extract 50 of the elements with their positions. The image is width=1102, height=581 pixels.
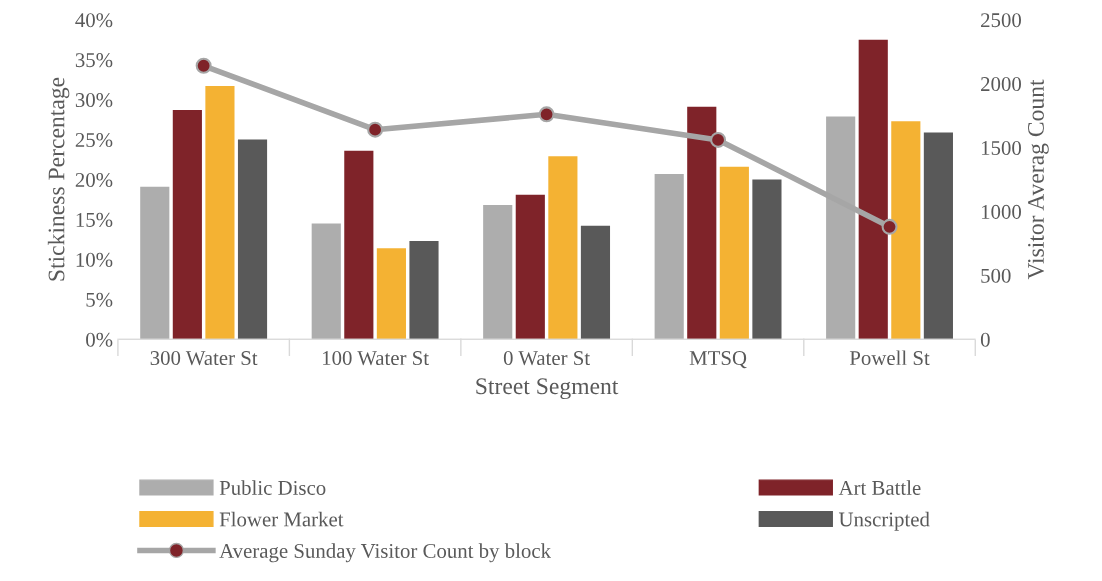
x-tick-label: 0 Water St xyxy=(503,351,590,366)
y2-tick-label: 1500 xyxy=(981,140,1021,156)
x-tick-label: 300 Water St xyxy=(150,351,258,366)
x-tick-label: 100 Water St xyxy=(323,351,429,366)
x-axis-title: Street Segment xyxy=(476,378,619,400)
point xyxy=(881,218,898,235)
y2-tick-label: 500 xyxy=(981,268,1011,283)
point xyxy=(367,121,384,138)
bar xyxy=(483,205,513,340)
bar xyxy=(140,186,170,340)
legend-label: Art Battle xyxy=(838,480,921,495)
y-tick-label: 20% xyxy=(75,172,113,188)
y2-tick-label: 2000 xyxy=(981,77,1021,92)
y-tick-label: 10% xyxy=(76,252,113,267)
legend-label: Average Sunday Visitor Count by block xyxy=(219,543,552,563)
y-tick-label: 0% xyxy=(86,332,113,347)
bar xyxy=(752,179,782,340)
legend-label: Unscripted xyxy=(838,511,930,531)
y2-axis-title: Visitor Averag Count xyxy=(1028,79,1049,280)
bar xyxy=(376,248,406,340)
legend-label: Flower Market xyxy=(219,511,344,527)
bar xyxy=(923,132,953,340)
bar xyxy=(311,223,341,340)
bar xyxy=(344,150,374,340)
y2-tick-label: 2500 xyxy=(981,13,1021,28)
point xyxy=(710,131,727,148)
y-tick-label: 40% xyxy=(75,13,113,28)
bar xyxy=(580,225,611,340)
bar xyxy=(205,86,235,340)
y2-tick-label: 0 xyxy=(980,332,990,347)
bar xyxy=(172,110,202,340)
bar xyxy=(237,139,268,340)
bar xyxy=(548,156,578,340)
x-tick-label: Powell St xyxy=(849,350,930,366)
y-tick-label: 5% xyxy=(86,292,113,307)
x-tick-label: MTSQ xyxy=(689,351,747,369)
bar xyxy=(719,166,749,340)
y2-tick-label: 1000 xyxy=(981,204,1021,219)
bar xyxy=(654,173,684,340)
y-tick-label: 35% xyxy=(75,53,113,68)
y-axis-title: Stickiness Percentage xyxy=(47,77,70,281)
bar xyxy=(409,241,439,340)
point xyxy=(538,106,555,123)
y-tick-label: 30% xyxy=(75,93,113,108)
bar xyxy=(515,194,545,340)
bar xyxy=(891,121,921,340)
point xyxy=(195,57,212,74)
y-tick-label: 15% xyxy=(76,212,113,227)
legend-label: Public Disco xyxy=(219,480,326,495)
y-tick-label: 25% xyxy=(75,132,113,148)
